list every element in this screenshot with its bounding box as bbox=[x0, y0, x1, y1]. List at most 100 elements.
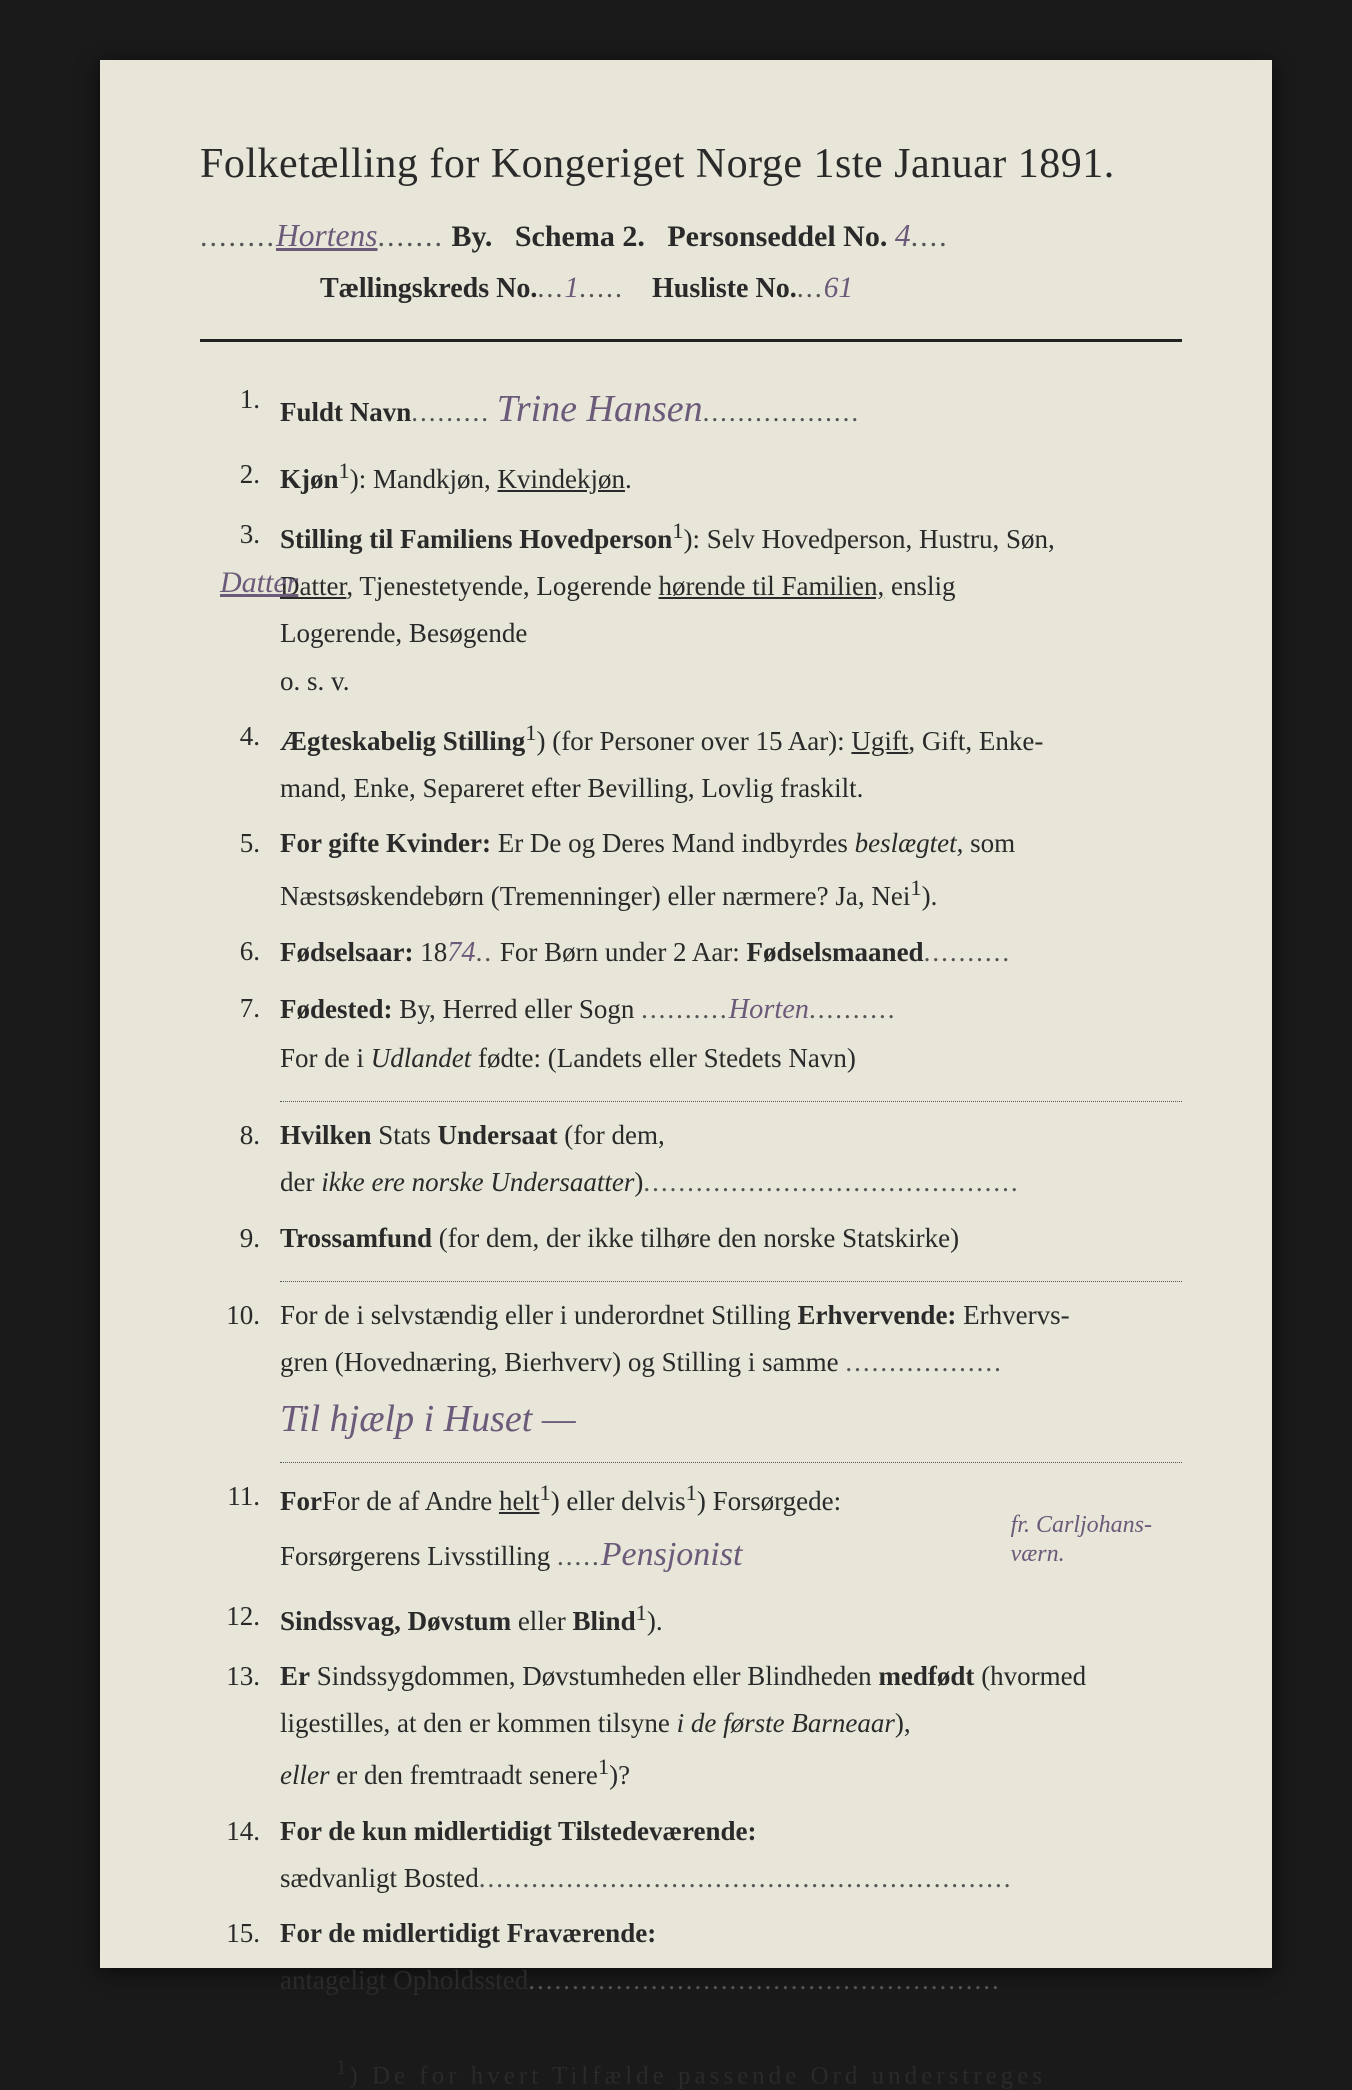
item-number: 5. bbox=[200, 820, 280, 920]
livsstilling-handwritten: Pensjonist bbox=[601, 1536, 743, 1573]
taellingskreds-no: 1 bbox=[564, 272, 579, 304]
dots: ... bbox=[797, 273, 824, 304]
text: Er De og Deres Mand indbyrdes bbox=[491, 828, 855, 858]
item-body: Fødselsaar: 1874.. For Børn under 2 Aar:… bbox=[280, 928, 1182, 978]
label-undersaat: Undersaat bbox=[438, 1120, 558, 1150]
birthplace-handwritten: Horten bbox=[729, 994, 809, 1025]
item-body: Er Sindssygdommen, Døvstumheden eller Bl… bbox=[280, 1653, 1182, 1800]
text: By, Herred eller Sogn bbox=[392, 994, 641, 1024]
text: er den fremtraadt senere bbox=[329, 1760, 597, 1790]
label-fuldt-navn: Fuldt Navn bbox=[280, 397, 411, 427]
item-number: 2. bbox=[200, 451, 280, 503]
kvindekjon-underlined: Kvindekjøn bbox=[498, 464, 626, 494]
sup: 1 bbox=[636, 1600, 647, 1625]
text: Forsørgerens Livsstilling bbox=[280, 1541, 557, 1571]
text: , Gift, Enke- bbox=[908, 726, 1043, 756]
dots: ........ bbox=[200, 220, 276, 253]
label-fodested: Fødested: bbox=[280, 994, 392, 1024]
text: o. s. v. bbox=[280, 666, 350, 696]
item-number: 12. bbox=[200, 1593, 280, 1645]
text: Logerende, Besøgende bbox=[280, 618, 527, 648]
text: 18 bbox=[413, 937, 447, 967]
dots: .......... bbox=[924, 937, 1012, 967]
sup: 1 bbox=[598, 1754, 609, 1779]
label-stilling: Stilling til Familiens Hovedperson bbox=[280, 524, 672, 554]
dots: ....... bbox=[378, 220, 445, 253]
label-kjon: Kjøn bbox=[280, 464, 339, 494]
taellingskreds-label: Tællingskreds No. bbox=[320, 273, 537, 304]
item-body: Sindssvag, Døvstum eller Blind1). bbox=[280, 1593, 1182, 1645]
text: Næstsøskendebørn (Tremenninger) eller næ… bbox=[280, 881, 910, 911]
ugift-underlined: Ugift bbox=[851, 726, 908, 756]
text: eller bbox=[511, 1606, 572, 1636]
item-6: 6. Fødselsaar: 1874.. For Børn under 2 A… bbox=[200, 928, 1182, 978]
by-handwritten: Hortens bbox=[276, 218, 378, 253]
husliste-no: 61 bbox=[824, 272, 853, 304]
tail: ). bbox=[922, 881, 938, 911]
dots: ..... bbox=[579, 273, 624, 304]
item-body: Trossamfund (for dem, der ikke tilhøre d… bbox=[280, 1215, 1182, 1262]
sup: 1 bbox=[336, 2055, 349, 2079]
item-body: Kjøn1): Mandkjøn, Kvindekjøn. bbox=[280, 451, 1182, 503]
text: ) (for Personer over 15 Aar): bbox=[537, 726, 852, 756]
text: , som bbox=[957, 828, 1016, 858]
tail: ). bbox=[647, 1606, 663, 1636]
text: fødte: (Landets eller Stedets Navn) bbox=[471, 1043, 856, 1073]
occupation-handwritten: Til hjælp i Huset — bbox=[280, 1398, 576, 1440]
text: For de af Andre bbox=[322, 1486, 499, 1516]
dots: ........................................… bbox=[643, 1167, 1019, 1197]
dots: .......... bbox=[809, 994, 897, 1024]
sup: 1 bbox=[339, 458, 350, 483]
item-body: For de midlertidigt Fraværende: antageli… bbox=[280, 1910, 1182, 2005]
label-blind: Blind bbox=[573, 1606, 636, 1636]
dots: ..... bbox=[557, 1541, 601, 1571]
item-number: 7. bbox=[200, 985, 280, 1082]
item-number: 8. bbox=[200, 1112, 280, 1207]
tail: )? bbox=[609, 1760, 630, 1790]
dots: .......... bbox=[641, 994, 729, 1024]
margin-note-line1: fr. Carljohans- bbox=[1011, 1512, 1152, 1538]
item-body: Stilling til Familiens Hovedperson1): Se… bbox=[280, 511, 1182, 705]
label-er: Er bbox=[280, 1661, 310, 1691]
text: Erhvervs- bbox=[956, 1300, 1069, 1330]
item-9: 9. Trossamfund (for dem, der ikke tilhør… bbox=[200, 1215, 1182, 1262]
personseddel-no: 4 bbox=[895, 218, 911, 253]
text: Sindssygdommen, Døvstumheden eller Blind… bbox=[310, 1661, 878, 1691]
label-medfodt: medfødt bbox=[878, 1661, 974, 1691]
label-erhvervende: Erhvervende: bbox=[797, 1300, 956, 1330]
item-body: Fuldt Navn......... Trine Hansen........… bbox=[280, 376, 1182, 443]
label-trossamfund: Trossamfund bbox=[280, 1223, 432, 1253]
label-fodselsmaaned: Fødselsmaaned bbox=[747, 937, 924, 967]
dots: ......... bbox=[411, 397, 490, 427]
by-label: By. bbox=[452, 220, 493, 253]
item-number: 9. bbox=[200, 1215, 280, 1262]
item-number: 4. bbox=[200, 713, 280, 813]
item-3: Datter 3. Stilling til Familiens Hovedpe… bbox=[200, 511, 1182, 705]
header-row-1: ........Hortens....... By. Schema 2. Per… bbox=[200, 218, 1182, 254]
item-body: For de i selvstændig eller i underordnet… bbox=[280, 1292, 1182, 1453]
item-10: 10. For de i selvstændig eller i underor… bbox=[200, 1292, 1182, 1453]
dotted-line bbox=[280, 1461, 1182, 1463]
text: gren (Hovednæring, Bierhverv) og Stillin… bbox=[280, 1347, 845, 1377]
dots: .... bbox=[911, 220, 949, 253]
item-body: Ægteskabelig Stilling1) (for Personer ov… bbox=[280, 713, 1182, 813]
italic: beslægtet bbox=[855, 828, 957, 858]
item-13: 13. Er Sindssygdommen, Døvstumheden elle… bbox=[200, 1653, 1182, 1800]
item-11: 11. ForFor de af Andre helt1) eller delv… bbox=[200, 1473, 1182, 1585]
item-number: 10. bbox=[200, 1292, 280, 1453]
text: mand, Enke, Separeret efter Bevilling, L… bbox=[280, 773, 863, 803]
dotted-line bbox=[280, 1280, 1182, 1282]
italic: ikke ere norske Undersaatter bbox=[321, 1167, 634, 1197]
divider bbox=[200, 339, 1182, 342]
margin-datter: Datter bbox=[220, 557, 298, 610]
scan-background: Folketælling for Kongeriget Norge 1ste J… bbox=[0, 0, 1352, 2048]
item-2: 2. Kjøn1): Mandkjøn, Kvindekjøn. bbox=[200, 451, 1182, 503]
dots: .................. bbox=[845, 1347, 1003, 1377]
text: For de i selvstændig eller i underordnet… bbox=[280, 1300, 797, 1330]
item-body: For gifte Kvinder: Er De og Deres Mand i… bbox=[280, 820, 1182, 920]
item-number: 15. bbox=[200, 1910, 280, 2005]
italic: eller bbox=[280, 1760, 329, 1790]
label-hvilken: Hvilken bbox=[280, 1120, 372, 1150]
item-number: 6. bbox=[200, 928, 280, 978]
label-aegteskabelig: Ægteskabelig Stilling bbox=[280, 726, 525, 756]
